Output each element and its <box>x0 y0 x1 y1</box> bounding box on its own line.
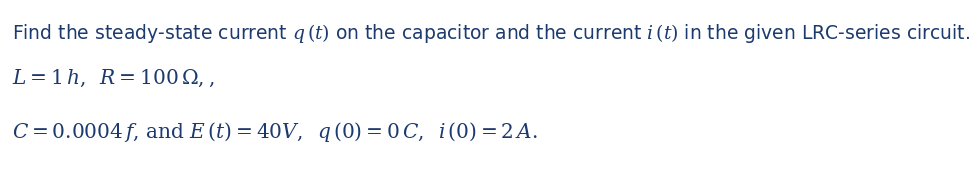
Text: $L = 1\,h, \;\; R = 100\,\Omega,$,: $L = 1\,h, \;\; R = 100\,\Omega,$, <box>12 68 214 89</box>
Text: Find the steady-state current $q\,(t)$ on the capacitor and the current $i\,(t)$: Find the steady-state current $q\,(t)$ o… <box>12 22 970 45</box>
Text: $C = 0.0004\,f$, and $E\,(t) = 40V, \;\; q\,(0) = 0\,C, \;\; i\,(0) = 2\,A.$: $C = 0.0004\,f$, and $E\,(t) = 40V, \;\;… <box>12 120 538 144</box>
